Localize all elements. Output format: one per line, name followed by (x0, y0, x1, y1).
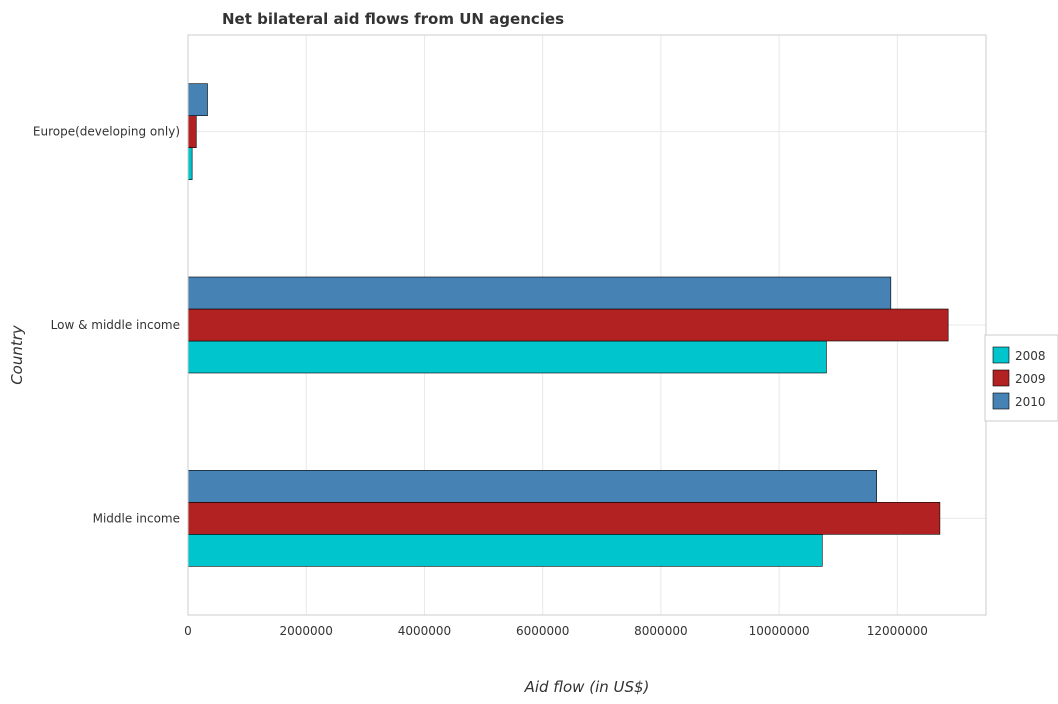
legend-swatch-2008 (992, 346, 1010, 364)
x-tick-label: 2000000 (279, 624, 332, 638)
x-tick-label: 10000000 (749, 624, 810, 638)
legend-label-2008: 2008 (1015, 349, 1046, 363)
bar-2008 (187, 340, 827, 374)
x-tick-label: 4000000 (398, 624, 451, 638)
bars-layer (187, 83, 949, 567)
bar-2008 (187, 147, 193, 180)
x-tick-label: 6000000 (516, 624, 569, 638)
bar-2009 (187, 308, 949, 342)
legend-label-2010: 2010 (1015, 395, 1046, 409)
bar-2010 (187, 83, 208, 116)
y-tick-label: Middle income (93, 511, 180, 525)
bar-2009 (187, 502, 941, 535)
x-axis-label: Aid flow (in US$) (524, 678, 650, 696)
plot-border (187, 34, 987, 616)
x-tick-label: 8000000 (634, 624, 687, 638)
x-tick-label: 0 (184, 624, 192, 638)
x-tick-label: 12000000 (867, 624, 928, 638)
y-tick-label: Low & middle income (51, 318, 180, 332)
bar-2010 (187, 276, 892, 310)
bar-2009 (187, 115, 197, 148)
y-axis-label: Country (8, 324, 26, 385)
axes-layer: 0 2000000 4000000 6000000 8000000 10000000 120… (33, 34, 987, 638)
bar-2010 (187, 470, 877, 503)
y-tick-label: Europe(developing only) (33, 125, 180, 139)
bar-2008 (187, 534, 823, 567)
chart-title: Net bilateral aid flows from UN agencies (222, 10, 564, 28)
legend-swatch-2009 (992, 369, 1010, 387)
legend: 2008 2009 2010 (984, 334, 1058, 422)
legend-label-2009: 2009 (1015, 372, 1046, 386)
legend-swatch-2010 (992, 392, 1010, 410)
